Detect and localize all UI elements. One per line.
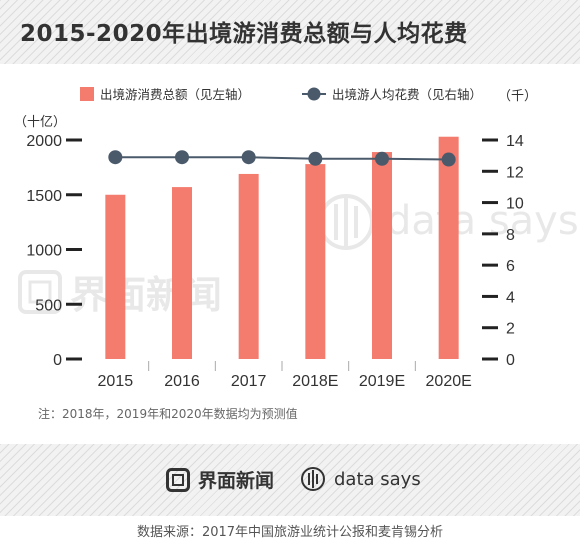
legend: 出境游消费总额（见左轴） 出境游人均花费（见右轴） bbox=[80, 87, 482, 102]
line-point bbox=[175, 150, 189, 165]
left-tick-label: 500 bbox=[35, 297, 62, 314]
bar bbox=[305, 164, 326, 359]
footer: 界面新闻 data says 数据来源：2017年中国旅游业统计公报和麦肯锡分析 bbox=[0, 444, 580, 549]
datasays-logo-icon bbox=[318, 194, 374, 250]
line-point bbox=[108, 150, 123, 165]
left-tick-label: 2000 bbox=[26, 133, 62, 150]
header: 2015-2020年出境游消费总额与人均花费 bbox=[0, 0, 580, 64]
brand-bar: 界面新闻 data says bbox=[0, 444, 580, 516]
right-tick-label: 2 bbox=[506, 321, 515, 338]
right-tick-label: 14 bbox=[506, 133, 524, 150]
left-axis: 0 500 1000 1500 2000 bbox=[26, 133, 82, 369]
x-tick-label: 2017 bbox=[231, 373, 267, 390]
right-tick-label: 4 bbox=[506, 289, 515, 306]
left-tick-label: 0 bbox=[53, 352, 62, 369]
bar-series bbox=[105, 136, 459, 359]
chart-svg: 界面新闻 data says 出境游消费总额（见左轴） 出境游人均花费（见右轴）… bbox=[14, 87, 579, 421]
watermark-jiemian: 界面新闻 bbox=[18, 270, 222, 317]
line-series bbox=[108, 150, 456, 167]
source-note: 数据来源：2017年中国旅游业统计公报和麦肯锡分析 bbox=[0, 516, 580, 549]
left-tick-label: 1500 bbox=[26, 188, 62, 205]
legend-bar-swatch bbox=[80, 87, 94, 101]
bar bbox=[105, 194, 126, 359]
left-tick-label: 1000 bbox=[26, 243, 62, 260]
right-axis-unit: （千） bbox=[498, 89, 537, 104]
line-point bbox=[241, 150, 256, 165]
line-point bbox=[308, 151, 323, 166]
jiemian-logo-icon bbox=[18, 270, 62, 314]
chart-note: 注：2018年，2019年和2020年数据均为预测值 bbox=[38, 406, 298, 421]
brand-jiemian-text: 界面新闻 bbox=[198, 470, 275, 492]
watermark-jiemian-text: 界面新闻 bbox=[70, 273, 222, 317]
right-tick-label: 8 bbox=[506, 227, 515, 244]
line-point bbox=[441, 152, 456, 167]
x-tick-label: 2018E bbox=[292, 373, 338, 390]
series-line bbox=[115, 156, 449, 161]
bar bbox=[438, 136, 459, 359]
right-tick-label: 0 bbox=[506, 352, 515, 369]
bar bbox=[172, 187, 192, 359]
x-tick-label: 2020E bbox=[426, 373, 472, 390]
line-point bbox=[375, 151, 389, 166]
right-tick-label: 10 bbox=[506, 196, 524, 213]
legend-line-swatch bbox=[302, 87, 326, 101]
chart-area: 界面新闻 data says 出境游消费总额（见左轴） 出境游人均花费（见右轴）… bbox=[0, 64, 580, 444]
brand-jiemian: 界面新闻 bbox=[166, 466, 274, 493]
chart-title: 2015-2020年出境游消费总额与人均花费 bbox=[20, 21, 468, 47]
watermark-datasays-text: data says bbox=[386, 198, 579, 244]
right-tick-label: 6 bbox=[506, 258, 515, 275]
left-axis-unit: （十亿） bbox=[14, 115, 66, 130]
legend-line-label: 出境游人均花费（见右轴） bbox=[332, 87, 482, 102]
bar bbox=[238, 173, 259, 359]
x-tick-label: 2016 bbox=[164, 373, 200, 390]
right-tick-label: 12 bbox=[506, 164, 524, 181]
right-axis: 0 2 4 6 8 10 12 14 bbox=[482, 133, 524, 369]
x-tick-label: 2019E bbox=[359, 373, 405, 390]
brand-datasays-text: data says bbox=[334, 468, 421, 490]
legend-bar-label: 出境游消费总额（见左轴） bbox=[100, 87, 250, 102]
watermark-datasays: data says bbox=[318, 194, 579, 250]
jiemian-brand-icon bbox=[166, 467, 190, 492]
datasays-brand-icon bbox=[301, 467, 325, 491]
bar bbox=[372, 152, 392, 359]
brand-datasays: data says bbox=[300, 466, 421, 492]
x-tick-label: 2015 bbox=[98, 373, 134, 390]
x-axis: 2015 2016 2017 2018E 2019E 2020E bbox=[98, 361, 472, 390]
